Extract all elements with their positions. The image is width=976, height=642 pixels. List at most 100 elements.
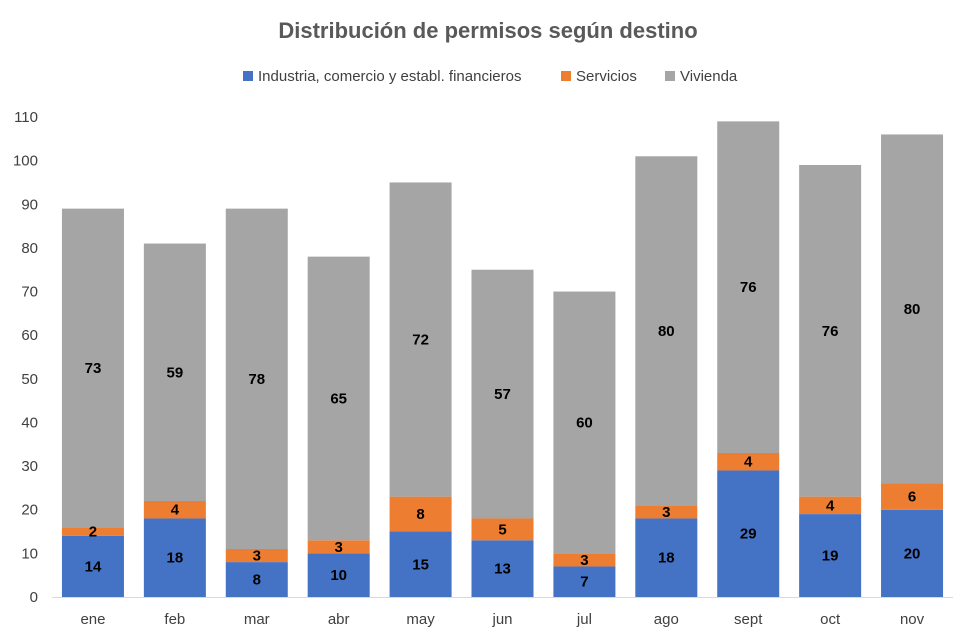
y-tick-label: 60 xyxy=(21,327,38,344)
x-axis: ene feb mar abr may jun jul ago sept oct nov xyxy=(52,597,953,628)
bars xyxy=(61,121,944,597)
bar-vivienda-ago xyxy=(635,156,698,506)
bar-servicios-oct xyxy=(799,496,862,515)
bar-vivienda-feb xyxy=(143,243,206,501)
y-tick-label: 0 xyxy=(30,589,38,606)
bar-servicios-may xyxy=(389,496,452,532)
data-label: 18 xyxy=(658,550,675,567)
bar-vivienda-jun xyxy=(471,269,534,519)
data-label: 14 xyxy=(85,558,102,575)
y-tick-label: 80 xyxy=(21,240,38,257)
bar-servicios-nov xyxy=(881,483,944,510)
bar-industria-nov xyxy=(881,509,944,597)
bar-industria-abr xyxy=(307,553,370,597)
bar-industria-jul xyxy=(553,566,616,597)
bar-industria-sept xyxy=(717,470,780,597)
bar-industria-ene xyxy=(61,535,124,597)
data-label: 6 xyxy=(908,489,916,506)
y-tick-label: 70 xyxy=(21,284,38,301)
chart-title: Distribución de permisos según destino xyxy=(278,18,697,43)
data-label: 18 xyxy=(167,550,184,567)
data-label: 3 xyxy=(580,552,588,569)
y-tick-label: 110 xyxy=(14,109,38,126)
x-tick-label: ene xyxy=(80,611,105,628)
legend: Industria, comercio y establ. financiero… xyxy=(243,68,738,85)
data-label: 65 xyxy=(330,390,347,407)
data-label: 73 xyxy=(85,360,102,377)
bar-industria-ago xyxy=(635,518,698,597)
bar-vivienda-may xyxy=(389,182,452,497)
data-label: 19 xyxy=(822,548,839,565)
x-tick-label: abr xyxy=(328,611,350,628)
x-tick-label: mar xyxy=(244,611,270,628)
x-tick-label: oct xyxy=(820,611,841,628)
data-label: 2 xyxy=(89,524,97,541)
data-label: 5 xyxy=(498,521,506,538)
x-tick-label: jun xyxy=(491,611,512,628)
legend-label-1: Servicios xyxy=(576,68,637,85)
y-tick-label: 30 xyxy=(21,458,38,475)
legend-swatch-0 xyxy=(243,71,253,81)
bar-servicios-mar xyxy=(225,549,288,563)
bar-vivienda-ene xyxy=(61,208,124,528)
bar-servicios-abr xyxy=(307,540,370,554)
bar-industria-feb xyxy=(143,518,206,597)
y-tick-label: 90 xyxy=(21,196,38,213)
data-label: 3 xyxy=(662,504,670,521)
legend-label-2: Vivienda xyxy=(680,68,738,85)
bar-industria-may xyxy=(389,531,452,597)
data-label: 7 xyxy=(580,574,588,591)
bar-vivienda-oct xyxy=(799,165,862,497)
data-label: 80 xyxy=(904,301,921,318)
x-tick-label: may xyxy=(406,611,435,628)
data-label: 57 xyxy=(494,386,511,403)
data-label: 15 xyxy=(412,556,429,573)
bar-industria-mar xyxy=(225,562,288,597)
data-label: 4 xyxy=(744,454,753,471)
bar-vivienda-jul xyxy=(553,291,616,554)
data-label: 72 xyxy=(412,332,429,349)
data-label: 78 xyxy=(248,371,265,388)
y-axis: 0 10 20 30 40 50 60 70 80 90 100 110 xyxy=(13,109,38,606)
data-label: 59 xyxy=(167,364,184,381)
bar-industria-jun xyxy=(471,540,534,597)
bar-servicios-jun xyxy=(471,518,534,541)
x-tick-label: sept xyxy=(734,611,763,628)
data-label: 13 xyxy=(494,561,511,578)
data-label: 76 xyxy=(822,323,839,340)
bar-servicios-feb xyxy=(143,501,206,519)
x-tick-label: jul xyxy=(576,611,592,628)
y-tick-label: 50 xyxy=(21,371,38,388)
bar-servicios-sept xyxy=(717,453,780,471)
legend-swatch-2 xyxy=(665,71,675,81)
data-label: 76 xyxy=(740,279,757,296)
x-tick-label: feb xyxy=(164,611,185,628)
y-tick-label: 100 xyxy=(13,153,38,170)
data-label: 4 xyxy=(826,497,835,514)
data-label: 8 xyxy=(416,506,424,523)
bar-vivienda-mar xyxy=(225,208,288,550)
bar-servicios-jul xyxy=(553,553,616,567)
bar-vivienda-abr xyxy=(307,256,370,541)
legend-label-0: Industria, comercio y establ. financiero… xyxy=(258,68,521,85)
bar-vivienda-nov xyxy=(881,134,944,484)
x-tick-label: ago xyxy=(654,611,679,628)
bar-servicios-ago xyxy=(635,505,698,519)
data-label: 80 xyxy=(658,323,675,340)
data-labels: 1427318459837810365158721355773601838029… xyxy=(85,279,921,591)
data-label: 60 xyxy=(576,414,593,431)
data-label: 8 xyxy=(253,572,261,589)
y-tick-label: 20 xyxy=(21,502,38,519)
data-label: 10 xyxy=(330,567,347,584)
data-label: 20 xyxy=(904,545,921,562)
data-label: 3 xyxy=(253,548,261,565)
data-label: 4 xyxy=(171,502,180,519)
bar-servicios-ene xyxy=(61,527,124,536)
y-tick-label: 10 xyxy=(21,545,38,562)
data-label: 29 xyxy=(740,526,757,543)
legend-swatch-1 xyxy=(561,71,571,81)
y-tick-label: 40 xyxy=(21,414,38,431)
bar-vivienda-sept xyxy=(717,121,780,453)
